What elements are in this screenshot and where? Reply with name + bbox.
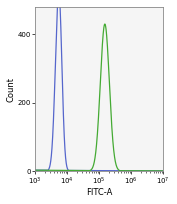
Y-axis label: Count: Count xyxy=(7,76,16,102)
X-axis label: FITC-A: FITC-A xyxy=(86,188,112,197)
